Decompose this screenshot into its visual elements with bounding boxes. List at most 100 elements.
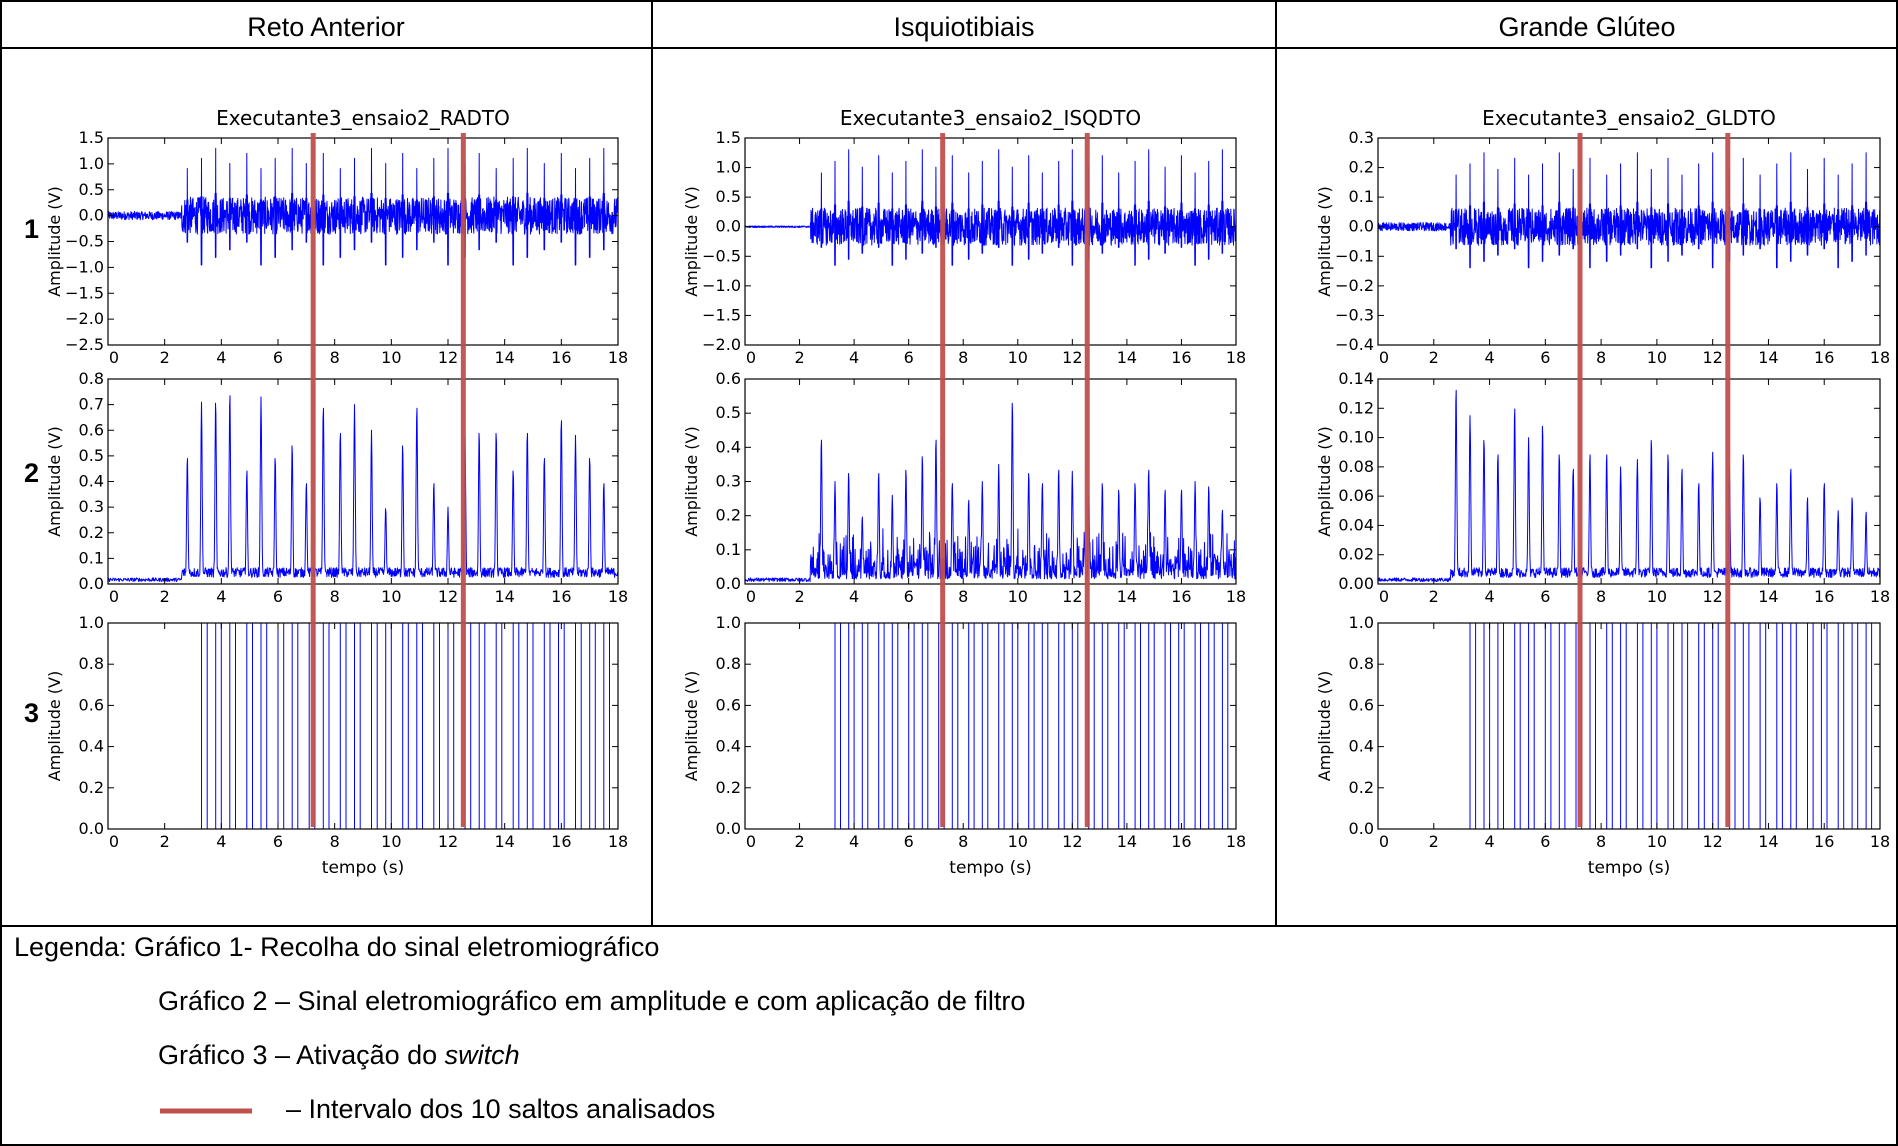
x-tick-label: 8 <box>1596 832 1606 851</box>
x-tick-label: 10 <box>1008 348 1028 367</box>
row-label-2: 2 <box>24 458 39 488</box>
x-axis-label-3: tempo (s) <box>1588 858 1670 878</box>
y-tick-label: 0.04 <box>1338 515 1374 534</box>
x-tick-label: 8 <box>958 587 968 606</box>
x-tick-label: 14 <box>1117 587 1137 606</box>
y-tick-label: −2.5 <box>65 335 104 354</box>
legend-marker-swatch <box>160 1108 252 1114</box>
x-axis-label-1: tempo (s) <box>322 858 404 878</box>
y-tick-label: 0.0 <box>79 819 104 838</box>
y-tick-label: 0.5 <box>79 446 104 465</box>
x-tick-label: 6 <box>904 587 914 606</box>
column-header-isquiotibiais: Isquiotibiais <box>893 12 1035 42</box>
signal-series-1-3 <box>108 622 618 830</box>
y-tick-label: 0.02 <box>1338 545 1374 564</box>
y-tick-label: 0.1 <box>716 540 741 559</box>
signal-series-2-2 <box>744 402 1237 582</box>
x-tick-label: 2 <box>1429 587 1439 606</box>
x-tick-label: 0 <box>1379 348 1389 367</box>
y-tick-label: 0.6 <box>716 695 741 714</box>
x-tick-label: 6 <box>1540 348 1550 367</box>
x-tick-label: 8 <box>330 832 340 851</box>
y-tick-label: 0.4 <box>716 737 741 756</box>
y-tick-label: 0.00 <box>1338 574 1374 593</box>
y-tick-label: 0.2 <box>716 778 741 797</box>
x-tick-label: 18 <box>608 348 628 367</box>
x-tick-label: 6 <box>904 832 914 851</box>
x-tick-label: 12 <box>1702 832 1722 851</box>
plot-frame-1-3 <box>107 622 619 830</box>
x-tick-label: 2 <box>794 587 804 606</box>
x-tick-label: 14 <box>494 348 514 367</box>
y-tick-label: 0.0 <box>716 819 741 838</box>
plot-frame-1-1 <box>107 137 619 346</box>
column-header-grande-gluteo: Grande Glúteo <box>1498 12 1676 42</box>
y-tick-label: −0.3 <box>1335 305 1374 324</box>
x-tick-label: 18 <box>1870 348 1890 367</box>
y-tick-label: 0.4 <box>716 437 741 456</box>
y-tick-label: 1.0 <box>716 613 741 632</box>
x-tick-label: 10 <box>1647 348 1667 367</box>
y-tick-label: 0.6 <box>716 369 741 388</box>
x-axis-label-2: tempo (s) <box>949 858 1031 878</box>
x-tick-label: 10 <box>381 832 401 851</box>
y-axis-label: Amplitude (V) <box>682 426 701 537</box>
y-tick-label: 0.7 <box>79 395 104 414</box>
signal-series-2-3 <box>745 622 1236 830</box>
y-tick-label: −0.5 <box>702 246 741 265</box>
y-tick-label: −2.0 <box>65 309 104 328</box>
x-tick-label: 4 <box>1484 348 1494 367</box>
legend-line-3-text: Gráfico 3 – Ativação do <box>158 1040 445 1070</box>
x-tick-label: 14 <box>1117 832 1137 851</box>
y-tick-label: 0.8 <box>716 654 741 673</box>
y-tick-label: 1.0 <box>716 158 741 177</box>
y-tick-label: −1.0 <box>702 276 741 295</box>
y-axis-label: Amplitude (V) <box>1315 186 1334 297</box>
x-tick-label: 0 <box>746 348 756 367</box>
y-tick-label: 0.5 <box>716 403 741 422</box>
x-tick-label: 16 <box>1814 587 1834 606</box>
y-axis-label: Amplitude (V) <box>1315 671 1334 782</box>
y-tick-label: 0.6 <box>1349 695 1374 714</box>
x-tick-label: 16 <box>1171 348 1191 367</box>
x-tick-label: 2 <box>794 832 804 851</box>
y-tick-label: −1.5 <box>65 283 104 302</box>
y-tick-label: 1.5 <box>79 128 104 147</box>
legend-line-3: Gráfico 3 – Ativação do switch <box>158 1040 520 1071</box>
x-tick-label: 12 <box>1062 587 1082 606</box>
y-tick-label: −2.0 <box>702 335 741 354</box>
y-tick-label: 0.1 <box>1349 187 1374 206</box>
x-tick-label: 16 <box>551 348 571 367</box>
y-tick-label: 1.0 <box>1349 613 1374 632</box>
x-tick-label: 4 <box>849 832 859 851</box>
y-tick-label: −1.5 <box>702 305 741 324</box>
x-tick-label: 18 <box>608 587 628 606</box>
x-tick-label: 10 <box>381 587 401 606</box>
plot-frame-3-3 <box>1377 622 1881 830</box>
x-tick-label: 18 <box>1226 587 1246 606</box>
x-tick-label: 18 <box>1226 348 1246 367</box>
plot-frame-2-3 <box>744 622 1237 830</box>
x-tick-label: 16 <box>1171 587 1191 606</box>
x-tick-label: 12 <box>1062 348 1082 367</box>
x-tick-label: 10 <box>1008 587 1028 606</box>
y-tick-label: 0.8 <box>1349 654 1374 673</box>
y-tick-label: 0.2 <box>79 778 104 797</box>
x-tick-label: 2 <box>160 832 170 851</box>
chart-title-2: Executante3_ensaio2_ISQDTO <box>840 106 1141 130</box>
x-tick-label: 4 <box>1484 587 1494 606</box>
x-tick-label: 12 <box>438 348 458 367</box>
y-tick-label: 0.0 <box>716 217 741 236</box>
y-tick-label: −0.1 <box>1335 246 1374 265</box>
x-tick-label: 14 <box>1758 587 1778 606</box>
y-axis-label: Amplitude (V) <box>45 671 64 782</box>
x-tick-label: 16 <box>1171 832 1191 851</box>
y-tick-label: 1.5 <box>716 128 741 147</box>
signal-series-1-1 <box>107 147 619 266</box>
legend-line-3-emphasis: switch <box>444 1040 520 1070</box>
column-header-reto-anterior: Reto Anterior <box>247 12 405 42</box>
x-tick-label: 16 <box>1814 832 1834 851</box>
y-tick-label: 0.1 <box>79 548 104 567</box>
x-tick-label: 8 <box>958 832 968 851</box>
